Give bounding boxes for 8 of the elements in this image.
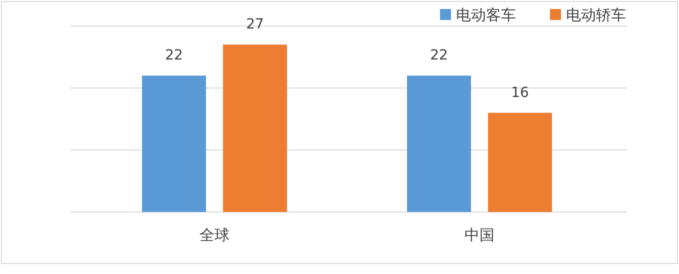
data-label: 16: [511, 84, 529, 101]
legend-label: 电动轿车: [566, 6, 626, 24]
x-tick-label: 中国: [464, 226, 494, 244]
x-tick-label: 全球: [200, 226, 230, 244]
legend-label: 电动客车: [456, 6, 516, 24]
data-label: 22: [430, 48, 448, 64]
data-label: 27: [246, 16, 264, 33]
data-label: 22: [165, 48, 183, 64]
